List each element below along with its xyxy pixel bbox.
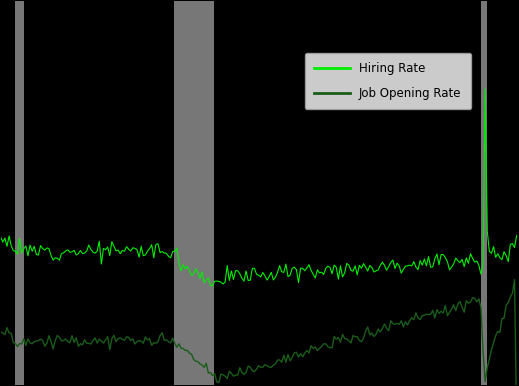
- Bar: [174, 1, 214, 385]
- Legend: Hiring Rate, Job Opening Rate: Hiring Rate, Job Opening Rate: [305, 53, 471, 110]
- Bar: [481, 1, 487, 385]
- Bar: [15, 1, 24, 385]
